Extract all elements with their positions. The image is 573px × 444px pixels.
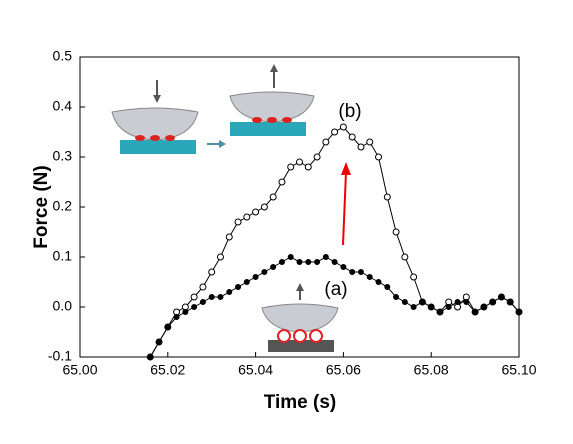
y-tick-label: 0.5 <box>53 48 73 64</box>
marker <box>208 268 216 276</box>
marker <box>331 128 339 136</box>
marker <box>182 309 189 315</box>
marker <box>384 284 391 290</box>
y-tick-label: 0.1 <box>53 248 73 264</box>
marker <box>173 314 180 320</box>
y-tick-label: -0.1 <box>48 348 72 364</box>
marker <box>463 299 470 305</box>
marker <box>296 259 303 265</box>
annotation: (b) <box>338 101 361 122</box>
marker <box>156 339 163 345</box>
annotation: (a) <box>324 279 347 300</box>
marker <box>226 289 233 295</box>
marker <box>270 264 277 270</box>
marker <box>454 299 461 305</box>
marker <box>217 294 224 300</box>
x-tick-label: 65.06 <box>326 362 361 378</box>
marker <box>296 158 303 166</box>
marker <box>445 304 452 310</box>
marker <box>313 153 321 161</box>
marker <box>472 309 479 315</box>
marker <box>436 309 443 315</box>
marker <box>164 324 171 330</box>
marker <box>278 178 286 186</box>
x-tick-label: 65.00 <box>62 362 97 378</box>
x-tick-label: 65.10 <box>501 362 536 378</box>
marker <box>261 269 268 275</box>
marker <box>234 218 242 226</box>
marker <box>357 269 364 275</box>
marker <box>304 163 312 171</box>
marker <box>392 228 400 236</box>
marker <box>383 193 391 201</box>
marker <box>489 299 496 305</box>
arrow-head <box>341 162 351 175</box>
y-tick-label: 0.0 <box>53 298 73 314</box>
marker <box>199 283 207 291</box>
y-tick-label: 0.3 <box>53 148 73 164</box>
marker <box>269 193 277 201</box>
marker <box>410 273 418 281</box>
marker <box>252 274 259 280</box>
marker <box>243 213 251 221</box>
marker <box>216 253 224 261</box>
marker <box>366 138 374 146</box>
marker <box>366 274 373 280</box>
marker <box>507 299 514 305</box>
marker <box>199 299 206 305</box>
series-line <box>149 126 520 358</box>
marker <box>348 133 356 141</box>
marker <box>410 304 417 310</box>
marker <box>235 284 242 290</box>
x-tick-label: 65.08 <box>414 362 449 378</box>
marker <box>498 294 505 300</box>
y-tick-label: 0.2 <box>53 198 73 214</box>
marker <box>401 253 409 261</box>
marker <box>357 143 365 151</box>
marker <box>401 299 408 305</box>
inset-illustration <box>111 64 339 352</box>
x-axis-title: Time (s) <box>264 392 337 413</box>
marker <box>208 294 215 300</box>
marker <box>393 294 400 300</box>
y-axis-title: Force (N) <box>31 165 52 248</box>
arrow <box>342 171 347 246</box>
x-tick-label: 65.02 <box>150 362 185 378</box>
marker <box>340 264 347 270</box>
marker <box>243 279 250 285</box>
marker <box>260 203 268 211</box>
marker <box>252 208 260 216</box>
marker <box>375 279 382 285</box>
marker <box>191 304 198 310</box>
marker <box>375 153 383 161</box>
marker <box>225 233 233 241</box>
marker <box>322 254 329 260</box>
marker <box>516 309 522 315</box>
marker <box>480 304 487 310</box>
marker <box>331 259 338 265</box>
x-tick-label: 65.04 <box>238 362 273 378</box>
marker <box>278 259 285 265</box>
marker <box>147 354 154 360</box>
marker <box>322 138 330 146</box>
marker <box>287 254 294 260</box>
marker <box>190 293 198 301</box>
marker <box>314 259 321 265</box>
marker <box>349 269 356 275</box>
y-tick-label: 0.4 <box>53 98 73 114</box>
marker <box>287 163 295 171</box>
marker <box>428 304 435 310</box>
marker <box>339 123 347 131</box>
marker <box>419 299 426 305</box>
marker <box>305 259 312 265</box>
